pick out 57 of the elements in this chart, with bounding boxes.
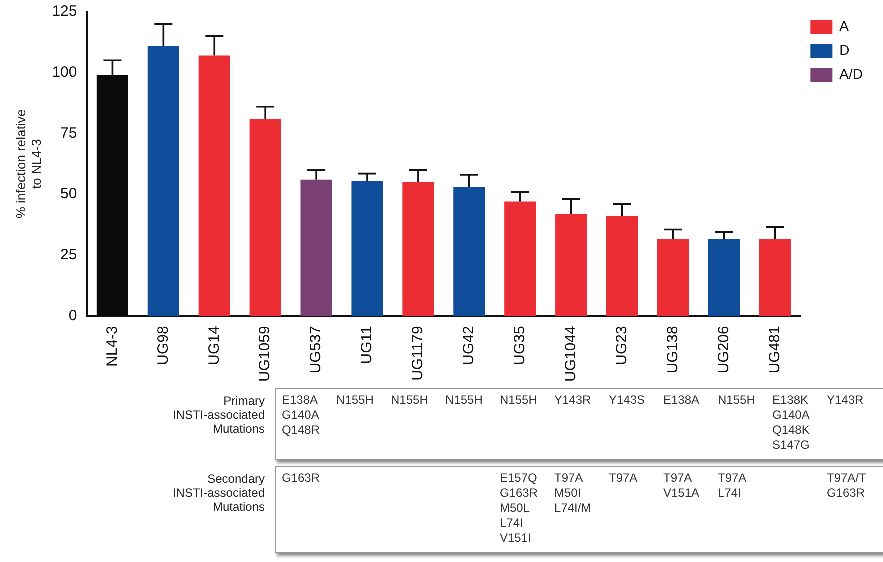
x-tick-label: UG14 [206,326,223,366]
x-tick-label: UG42 [460,326,478,366]
text: Primary INSTI-associated Mutations [172,394,265,436]
x-tick-label: UG23 [613,326,630,366]
y-tick-label: 25 [60,246,78,264]
y-tick-label: 100 [52,64,78,81]
x-tick-label: UG138 [664,326,682,374]
text: T97A V151A [664,471,700,501]
y-tick-label: 125 [52,3,78,20]
text: Y143R [554,393,592,408]
text: G163R [282,471,320,486]
bar [556,214,588,316]
bar [759,239,791,316]
text: T97A L74I [718,471,747,501]
y-tick-label: 50 [60,186,78,203]
x-tick-label: UG98 [154,326,172,366]
text: T97A/T G163R [827,471,866,501]
text: T97A M50I L74I/M [554,471,592,516]
text: Y143R [827,393,864,408]
bar [402,182,434,316]
text: E138K G140A Q148K S147G [772,393,810,453]
y-tick-label: 75 [60,124,78,142]
bar [198,56,230,316]
text: E157Q G163R M50L L74I V151I [500,471,538,546]
legend-label: A [840,18,850,34]
x-tick-label: UG537 [308,326,325,374]
bar [708,239,740,316]
bar [606,216,638,316]
bar [352,181,384,316]
text: N155H [500,393,538,408]
x-tick-label: NL4-3 [104,326,121,367]
x-tick-label: UG11 [358,326,376,364]
x-tick-label: UG35 [512,326,529,366]
x-tick-label: UG1179 [410,326,427,381]
text: T97A [609,471,638,486]
bar [300,180,332,316]
bar [504,202,536,316]
text: N155H [718,393,756,408]
bar [148,46,180,316]
x-tick-label: UG481 [766,326,784,374]
bar [250,119,282,316]
text: Y143S [609,393,646,408]
legend-label: A/D [840,66,864,82]
text: E138A [664,393,700,408]
x-tick-label: UG206 [715,326,732,374]
text: Secondary INSTI-associated Mutations [172,472,265,514]
y-axis-title: % infection relative to NL4-3 [13,110,44,219]
x-tick-label: UG1059 [256,326,274,382]
text: N155H [446,393,483,408]
legend-label: D [840,42,850,58]
y-tick-label: 0 [68,307,78,324]
x-tick-label: UG1044 [562,326,580,382]
text: N155H [336,393,374,408]
text: N155H [391,393,428,408]
bar [454,187,486,316]
bar [657,239,690,316]
text: E138A G140A Q148R [282,393,320,438]
